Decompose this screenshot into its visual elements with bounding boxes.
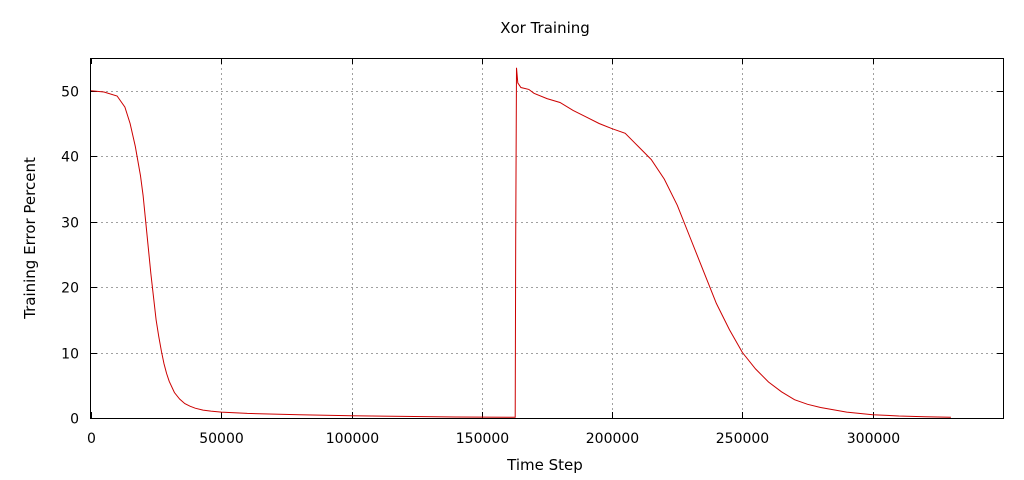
series-line (90, 67, 951, 418)
x-tick-label: 200000 (586, 431, 639, 447)
grid (91, 58, 1003, 418)
x-axis-tick-labels: 0 50000 100000 150000 200000 250000 300000 (87, 431, 900, 447)
x-tick-label: 100000 (326, 431, 379, 447)
y-tick-label: 40 (61, 150, 79, 166)
y-tick-label: 50 (61, 85, 79, 101)
y-tick-label: 0 (70, 412, 79, 428)
y-tick-label: 30 (61, 216, 79, 232)
y-tick-label: 20 (61, 281, 79, 297)
x-tick-label: 0 (87, 431, 96, 447)
series-layer (90, 67, 951, 418)
y-axis-tick-labels: 0 10 20 30 40 50 (61, 85, 79, 428)
x-tick-label: 150000 (456, 431, 509, 447)
x-tick-label: 50000 (199, 431, 244, 447)
axis-ticks (91, 58, 1003, 419)
x-axis-label: Time Step (506, 456, 583, 474)
y-tick-label: 10 (61, 347, 79, 363)
y-axis-label: Training Error Percent (21, 157, 39, 320)
chart-title: Xor Training (500, 19, 590, 37)
x-tick-label: 300000 (847, 431, 900, 447)
x-tick-label: 250000 (716, 431, 769, 447)
plot-frame (90, 58, 1004, 419)
